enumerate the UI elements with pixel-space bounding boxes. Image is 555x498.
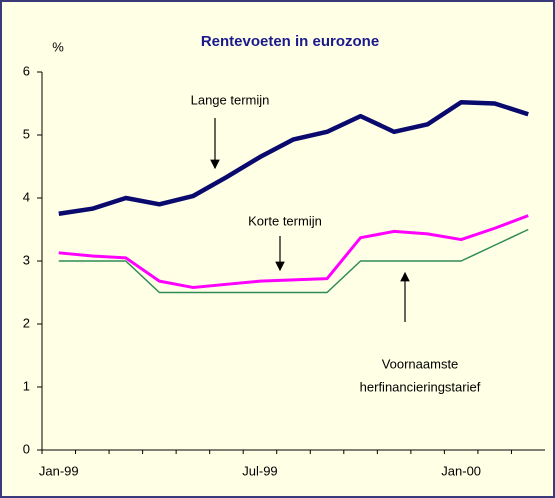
x-tick-label: Jan-00	[441, 463, 481, 478]
annotation: Voornaamste	[382, 356, 459, 371]
series-line	[58, 99, 529, 216]
y-tick-label: 3	[23, 252, 30, 267]
annotation: Korte termijn	[248, 213, 322, 228]
series-line	[58, 214, 529, 289]
annotation: Lange termijn	[191, 92, 270, 107]
y-tick-label: 1	[23, 378, 30, 393]
x-tick-label: Jul-99	[242, 463, 277, 478]
y-tick-label: 2	[23, 315, 30, 330]
y-tick-label: 4	[23, 189, 30, 204]
y-tick-label: 6	[23, 63, 30, 78]
y-tick-label: 0	[23, 441, 30, 456]
chart-title: Rentevoeten in eurozone	[201, 33, 379, 50]
y-unit: %	[52, 39, 64, 54]
x-tick-label: Jan-99	[39, 463, 79, 478]
y-tick-label: 5	[23, 126, 30, 141]
series-line	[58, 228, 529, 294]
annotation: herfinancieringstarief	[360, 379, 481, 394]
